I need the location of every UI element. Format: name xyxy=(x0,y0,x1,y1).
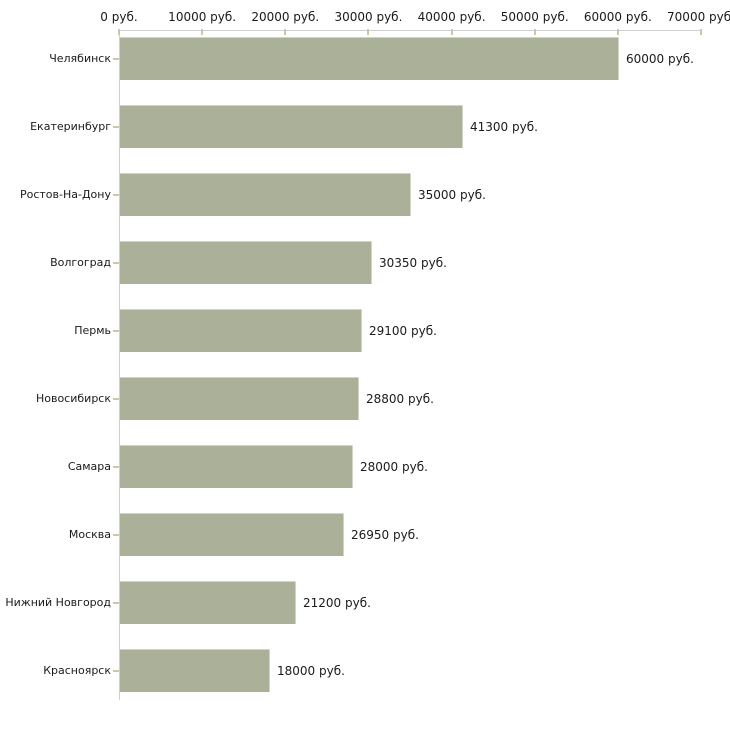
bar-value-label: 28000 руб. xyxy=(360,459,428,474)
x-axis-tick-label: 50000 руб. xyxy=(500,10,569,24)
bar xyxy=(120,581,296,624)
bar-value-label: 41300 руб. xyxy=(470,119,538,134)
bar xyxy=(120,513,344,556)
y-axis-tick-mark xyxy=(113,125,119,128)
category-label: Челябинск xyxy=(49,52,111,65)
category-label: Самара xyxy=(67,460,111,473)
x-axis-tick-label: 70000 руб. xyxy=(667,10,730,24)
x-axis-tick-label: 0 руб. xyxy=(100,10,138,24)
x-axis-tick-label: 20000 руб. xyxy=(251,10,320,24)
bar xyxy=(120,649,270,692)
y-axis-tick-mark xyxy=(113,261,119,264)
category-label: Нижний Новгород xyxy=(5,596,111,609)
bar-value-label: 26950 руб. xyxy=(351,527,419,542)
bar xyxy=(120,37,619,80)
bar-value-label: 29100 руб. xyxy=(369,323,437,338)
y-axis-tick-mark xyxy=(113,329,119,332)
category-label: Новосибирск xyxy=(35,392,111,405)
category-label: Волгоград xyxy=(50,256,111,269)
bar-value-label: 18000 руб. xyxy=(277,663,345,678)
category-label: Москва xyxy=(68,528,111,541)
category-label: Ростов-На-Дону xyxy=(19,188,111,201)
bar xyxy=(120,241,372,284)
category-label: Красноярск xyxy=(43,664,111,677)
bar-value-label: 28800 руб. xyxy=(366,391,434,406)
bar-value-label: 30350 руб. xyxy=(379,255,447,270)
bar-value-label: 35000 руб. xyxy=(418,187,486,202)
y-axis-tick-mark xyxy=(113,465,119,468)
x-axis-tick-mark xyxy=(450,29,453,35)
bar xyxy=(120,309,362,352)
x-axis-tick-label: 10000 руб. xyxy=(168,10,237,24)
bar xyxy=(120,377,359,420)
x-axis-tick-mark xyxy=(533,29,536,35)
y-axis-tick-mark xyxy=(113,533,119,536)
y-axis-line xyxy=(119,30,120,700)
y-axis-tick-mark xyxy=(113,57,119,60)
y-axis-tick-mark xyxy=(113,669,119,672)
x-axis-tick-label: 30000 руб. xyxy=(334,10,403,24)
x-axis-tick-mark xyxy=(367,29,370,35)
bar xyxy=(120,173,411,216)
y-axis-tick-mark xyxy=(113,193,119,196)
x-axis-line xyxy=(119,30,702,31)
bar xyxy=(120,445,353,488)
category-label: Екатеринбург xyxy=(30,120,111,133)
x-axis-tick-mark xyxy=(201,29,204,35)
x-axis-tick-label: 60000 руб. xyxy=(583,10,652,24)
x-axis-tick-mark xyxy=(284,29,287,35)
x-axis-tick-mark xyxy=(700,29,702,35)
y-axis-tick-mark xyxy=(113,601,119,604)
x-axis-tick-mark xyxy=(118,29,120,35)
x-axis-tick-mark xyxy=(616,29,619,35)
bar-value-label: 21200 руб. xyxy=(303,595,371,610)
bar-value-label: 60000 руб. xyxy=(626,51,694,66)
category-label: Пермь xyxy=(74,324,111,337)
bar xyxy=(120,105,463,148)
y-axis-tick-mark xyxy=(113,397,119,400)
x-axis-tick-label: 40000 руб. xyxy=(417,10,486,24)
